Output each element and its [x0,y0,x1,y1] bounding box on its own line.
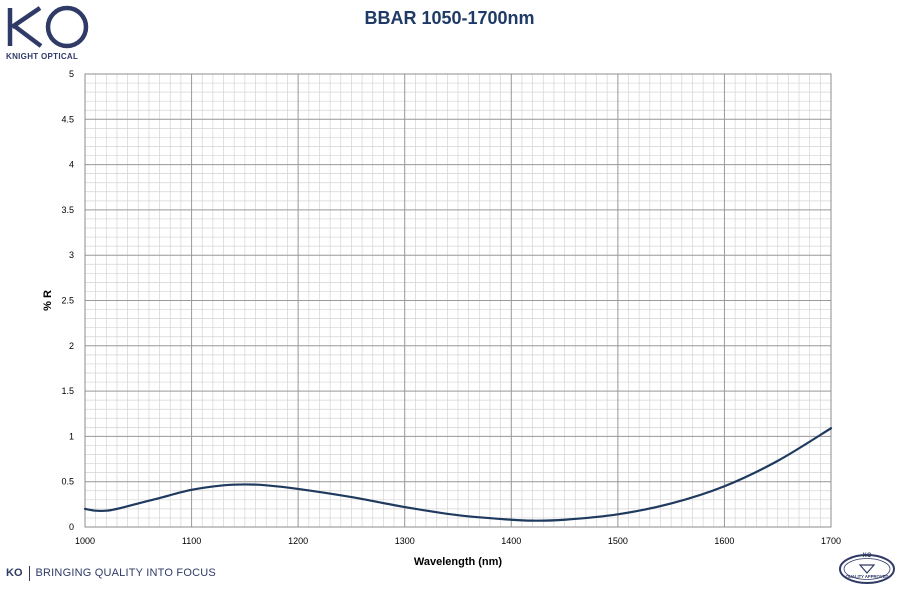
company-name: KNIGHT OPTICAL [6,52,79,61]
x-axis-ticks: 1000 1100 1200 1300 1400 1500 1600 1700 [75,536,841,546]
y-axis-label: % R [42,290,54,311]
ko-logo-mark [7,5,89,49]
y-axis-ticks: 0 0.5 1 1.5 2 2.5 3 3.5 4 4.5 5 [61,69,74,532]
y-tick-label: 0 [69,522,74,532]
reflectance-series-line [83,427,833,522]
x-axis-label: Wavelength (nm) [414,556,503,568]
x-tick-label: 1400 [501,536,521,546]
x-tick-label: 1200 [288,536,308,546]
y-tick-label: 1.5 [61,386,74,396]
diamond-icon [858,564,876,574]
y-tick-label: 3 [69,250,74,260]
badge-inner-ring [843,558,891,580]
y-tick-label: 5 [69,69,74,79]
x-tick-label: 1500 [608,536,628,546]
y-tick-label: 2 [69,341,74,351]
x-tick-label: 1700 [821,536,841,546]
series-group [83,427,833,522]
chart-title: BBAR 1050-1700nm [364,8,535,28]
y-tick-label: 1 [69,431,74,441]
badge-ko-text: KO [863,553,872,559]
footer-tagline-block: KO BRINGING QUALITY INTO FOCUS [6,565,216,581]
x-tick-label: 1300 [395,536,415,546]
x-tick-label: 1100 [182,536,201,546]
footer-divider [28,565,30,581]
y-tick-label: 0.5 [61,477,74,487]
y-tick-label: 3.5 [61,205,74,215]
badge-label: QUALITY APPROVED [846,574,889,579]
y-tick-label: 2.5 [61,296,74,306]
badge-outline [839,554,895,584]
quality-approved-badge: KO QUALITY APPROVED [839,553,895,584]
x-tick-label: 1600 [714,536,734,546]
footer-tagline: BRINGING QUALITY INTO FOCUS [35,567,216,579]
y-tick-label: 4 [69,160,74,170]
plot-frame [84,73,832,528]
y-tick-label: 4.5 [61,114,74,124]
footer-logo: KO [6,567,23,579]
knight-optical-logo: KNIGHT OPTICAL [4,4,94,61]
x-tick-label: 1000 [75,536,95,546]
